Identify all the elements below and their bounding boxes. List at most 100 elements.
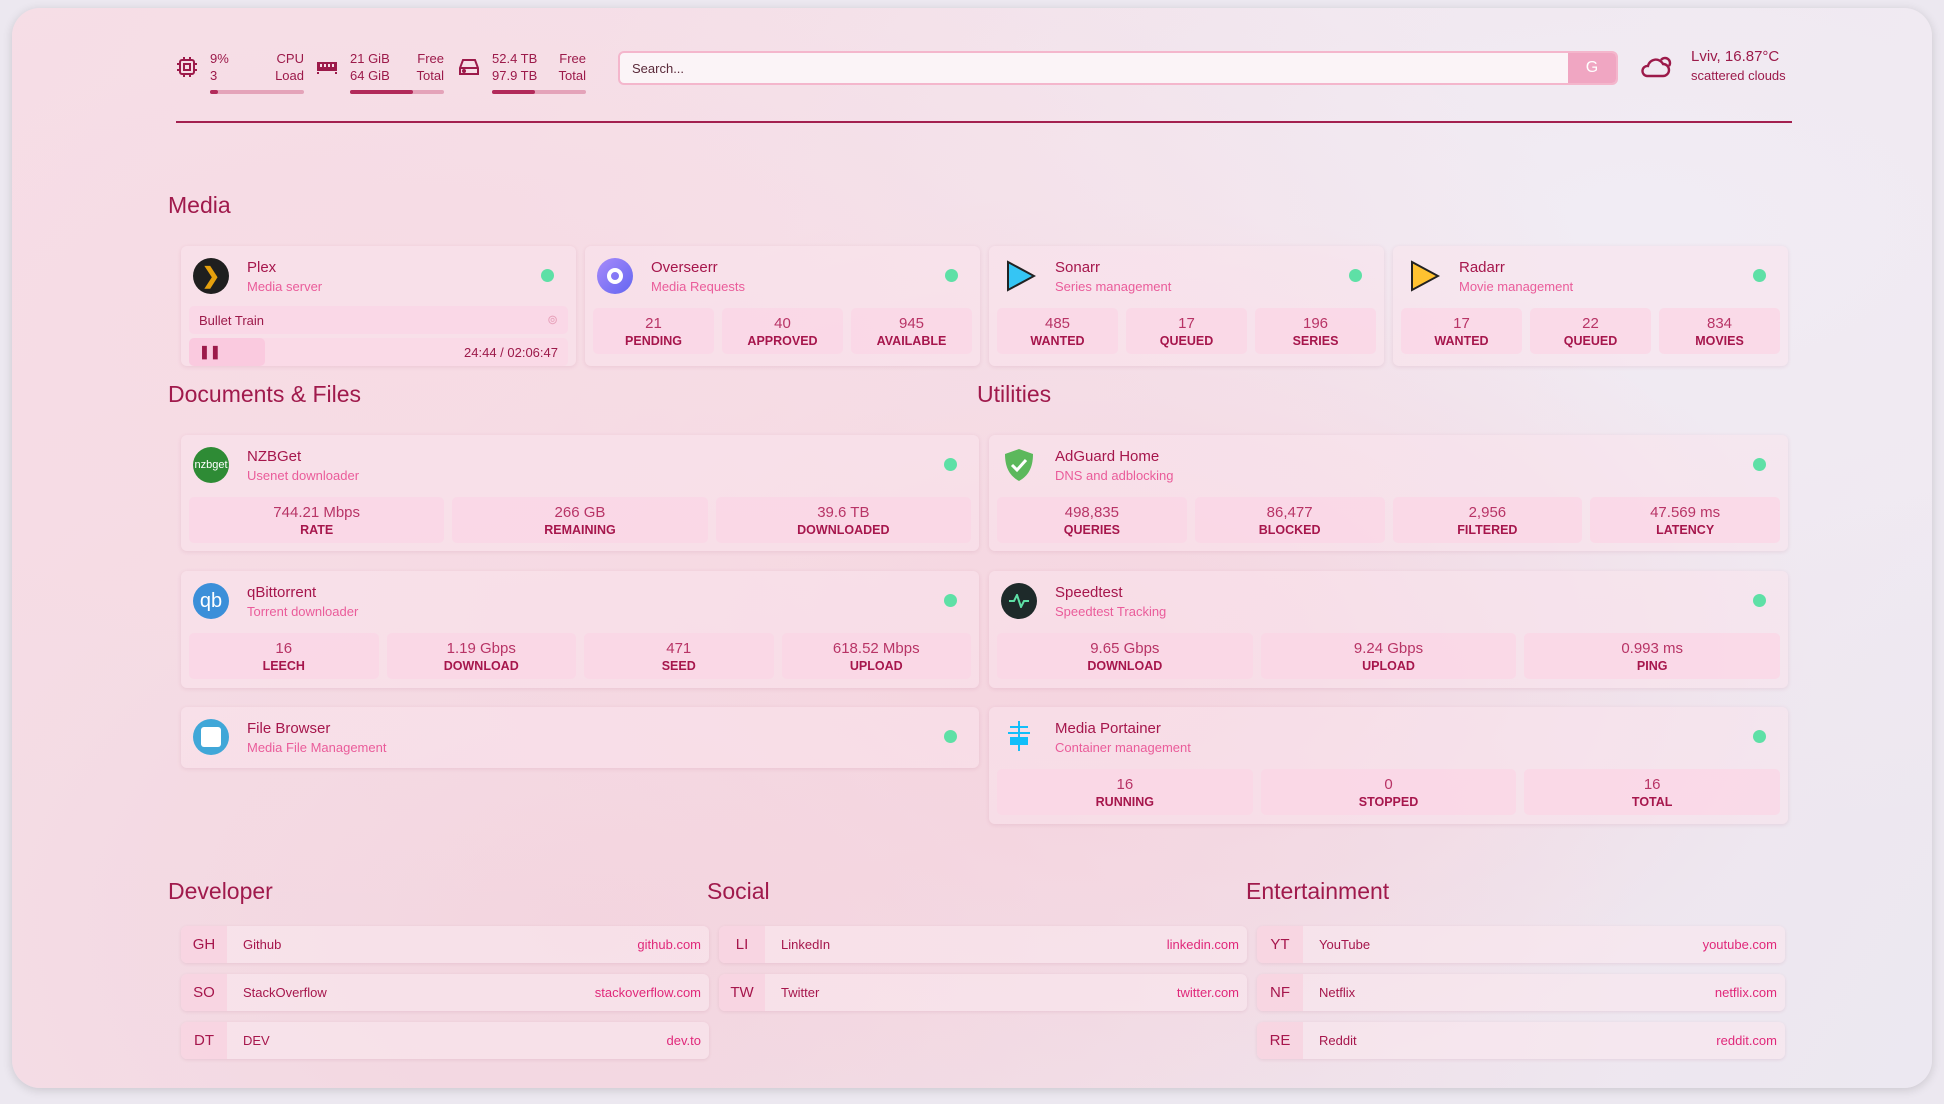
stat-block: 17 WANTED	[1401, 308, 1522, 354]
file-browser-icon	[193, 719, 229, 755]
pause-button[interactable]: ❚❚	[199, 344, 221, 359]
plex-icon: ❯	[193, 258, 229, 294]
service-stats: 16 LEECH 1.19 Gbps DOWNLOAD 471 SEED 618.52 Mb…	[189, 633, 971, 679]
playback-row: ❚❚ 24:44 / 02:06:47	[189, 338, 568, 366]
bookmark-name: Twitter	[781, 985, 820, 1000]
stat-block: 22 QUEUED	[1530, 308, 1651, 354]
stat-block: 0 STOPPED	[1260, 769, 1517, 815]
stat-block: 47.569 ms LATENCY	[1590, 497, 1780, 543]
bookmark-name: LinkedIn	[781, 937, 831, 952]
bookmark-url: github.com	[637, 937, 701, 952]
status-indicator	[1753, 269, 1766, 282]
memory-bar	[350, 90, 444, 94]
search-input[interactable]	[620, 53, 1568, 83]
bookmark-name: DEV	[243, 1033, 270, 1048]
service-card-file-browser[interactable]: File Browser Media File Management	[181, 707, 979, 768]
portainer-icon	[1001, 719, 1037, 755]
stat-block: 485 WANTED	[997, 308, 1118, 354]
service-description: Torrent downloader	[247, 604, 359, 619]
bookmark-github[interactable]: GH Github github.com	[181, 926, 709, 963]
speedtest-icon	[1001, 583, 1037, 619]
bookmark-name: Reddit	[1319, 1033, 1357, 1048]
bookmark-stackoverflow[interactable]: SO StackOverflow stackoverflow.com	[181, 974, 709, 1011]
media-info-icon[interactable]: ⊚	[547, 312, 558, 327]
cpu-bar	[210, 90, 304, 94]
stat-block: 9.65 Gbps DOWNLOAD	[997, 633, 1253, 679]
status-indicator	[944, 730, 957, 743]
stat-block: 40 APPROVED	[722, 308, 843, 354]
bookmark-url: netflix.com	[1714, 985, 1777, 1000]
bookmark-url: youtube.com	[1702, 937, 1777, 952]
stat-block: 39.6 TB DOWNLOADED	[715, 497, 971, 543]
service-card-overseerr[interactable]: Overseerr Media Requests 21 PENDING 40 APPR…	[585, 246, 980, 366]
bookmark-youtube[interactable]: YT YouTube youtube.com	[1257, 926, 1785, 963]
service-stats: 485 WANTED 17 QUEUED 196 SERIES	[997, 308, 1376, 354]
bookmark-name: Netflix	[1319, 985, 1356, 1000]
stat-block: 266 GB REMAINING	[452, 497, 708, 543]
stat-block: 21 PENDING	[593, 308, 714, 354]
service-card-nzbget[interactable]: nzbget NZBGet Usenet downloader 744.21 M…	[181, 435, 979, 551]
stat-block: 834 MOVIES	[1659, 308, 1780, 354]
bookmark-name: Github	[243, 937, 282, 952]
service-card-sonarr[interactable]: Sonarr Series management 485 WANTED 17 QUEU…	[989, 246, 1384, 366]
section-title-documents: Documents & Files	[168, 381, 362, 407]
status-indicator	[1349, 269, 1362, 282]
section-title-developer: Developer	[168, 878, 273, 904]
service-name: qBittorrent	[247, 584, 317, 601]
bookmark-linkedin[interactable]: LI LinkedIn linkedin.com	[719, 926, 1247, 963]
bookmark-name: StackOverflow	[243, 985, 327, 1000]
overseerr-icon	[597, 258, 633, 294]
section-title-utilities: Utilities	[977, 381, 1052, 407]
bookmark-abbr: GH	[181, 926, 227, 963]
service-stats: 21 PENDING 40 APPROVED 945 AVAILABLE	[593, 308, 972, 354]
service-stats: 17 WANTED 22 QUEUED 834 MOVIES	[1401, 308, 1780, 354]
service-card-qbittorrent[interactable]: qb qBittorrent Torrent downloader 16 LEEC…	[181, 571, 979, 688]
bookmark-abbr: LI	[719, 926, 765, 963]
bookmark-netflix[interactable]: NF Netflix netflix.com	[1257, 974, 1785, 1011]
service-card-radarr[interactable]: Radarr Movie management 17 WANTED 22 QUEUED…	[1393, 246, 1788, 366]
weather-widget[interactable]: Lviv, 16.87°C scattered clouds	[1639, 48, 1786, 83]
service-card-speedtest[interactable]: Speedtest Speedtest Tracking 9.65 Gbps DO…	[989, 571, 1788, 688]
stat-block: 618.52 Mbps UPLOAD	[781, 633, 971, 679]
service-stats: 744.21 Mbps RATE 266 GB REMAINING 39.6 TB DOW…	[189, 497, 971, 543]
cpu-icon	[177, 57, 197, 77]
search-provider-button[interactable]: G	[1568, 53, 1616, 83]
bookmark-twitter[interactable]: TW Twitter twitter.com	[719, 974, 1247, 1011]
service-card-plex[interactable]: ❯ Plex Media server Bullet Train ⊚ ❚❚ 24:4…	[181, 246, 576, 366]
service-description: Speedtest Tracking	[1055, 604, 1167, 619]
service-name: Speedtest	[1055, 584, 1123, 601]
now-playing-row: Bullet Train ⊚	[189, 306, 568, 334]
section-title-media: Media	[168, 192, 231, 218]
stat-block: 744.21 Mbps RATE	[189, 497, 445, 543]
status-indicator	[945, 269, 958, 282]
stat-block: 16 RUNNING	[997, 769, 1253, 815]
qbittorrent-icon: qb	[193, 583, 229, 619]
stat-block: 196 SERIES	[1255, 308, 1376, 354]
stat-block: 9.24 Gbps UPLOAD	[1260, 633, 1517, 679]
status-indicator	[1753, 594, 1766, 607]
disk-icon	[459, 59, 479, 75]
service-name: Overseerr	[651, 259, 718, 276]
nzbget-icon: nzbget	[193, 447, 229, 483]
bookmark-dev[interactable]: DT DEV dev.to	[181, 1022, 709, 1059]
section-title-social: Social	[707, 878, 770, 904]
bookmark-abbr: TW	[719, 974, 765, 1011]
disk-bar	[492, 90, 586, 94]
bookmark-name: YouTube	[1319, 937, 1371, 952]
service-description: DNS and adblocking	[1055, 468, 1174, 483]
bookmark-abbr: NF	[1257, 974, 1303, 1011]
service-name: AdGuard Home	[1055, 448, 1160, 465]
stat-block: 86,477 BLOCKED	[1194, 497, 1385, 543]
service-card-media-portainer[interactable]: Media Portainer Container management 16 R…	[989, 707, 1788, 824]
service-name: Media Portainer	[1055, 720, 1161, 737]
service-card-adguard-home[interactable]: AdGuard Home DNS and adblocking 498,835 Q…	[989, 435, 1788, 551]
cloud-icon	[1641, 56, 1672, 77]
service-stats: 16 RUNNING 0 STOPPED 16 TOTAL	[997, 769, 1781, 815]
bookmark-url: twitter.com	[1176, 985, 1239, 1000]
service-name: Sonarr	[1055, 259, 1101, 276]
stat-block: 0.993 ms PING	[1524, 633, 1781, 679]
memory-icon	[317, 62, 337, 74]
disk-widget: 52.4 TB Free 97.9 TB Total	[458, 50, 586, 96]
section-title-entertainment: Entertainment	[1246, 878, 1390, 904]
bookmark-reddit[interactable]: RE Reddit reddit.com	[1257, 1022, 1785, 1059]
